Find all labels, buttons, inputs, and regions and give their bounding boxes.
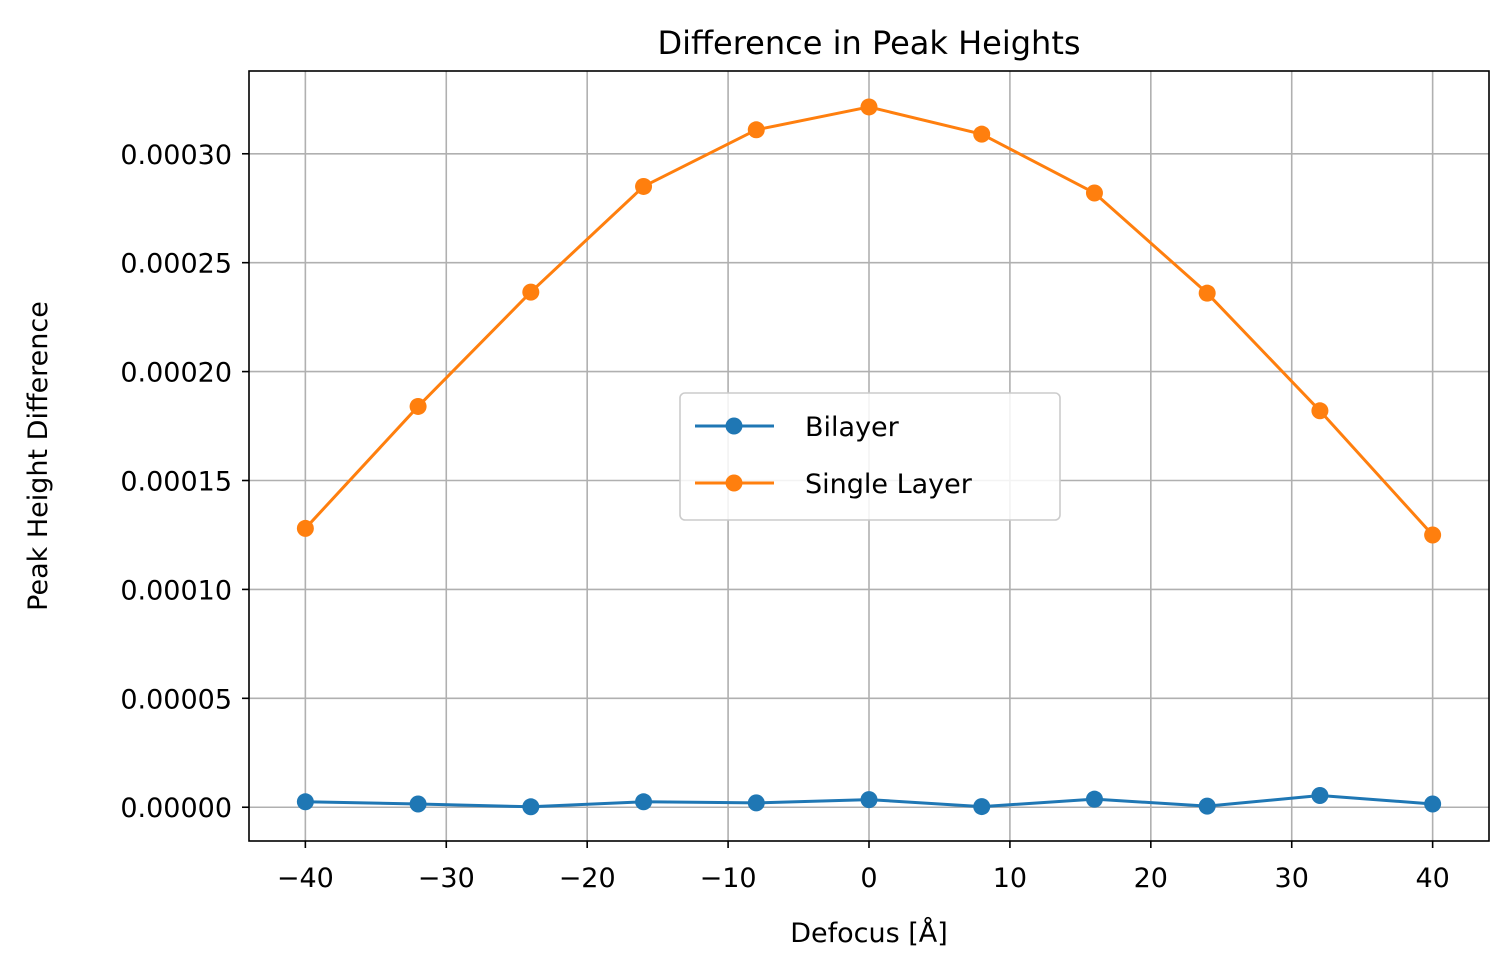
series-single-layer [296, 98, 1442, 544]
data-point-single-layer [1311, 402, 1329, 420]
y-tick-label: 0.00000 [120, 793, 232, 824]
legend-label-single-layer: Single Layer [805, 469, 973, 500]
data-point-bilayer [635, 793, 653, 811]
legend-box [679, 392, 1061, 521]
data-point-single-layer [1198, 284, 1216, 302]
chart-title: Difference in Peak Heights [657, 24, 1080, 62]
y-tick-label: 0.00005 [120, 684, 232, 715]
y-tick-label: 0.00025 [120, 249, 232, 280]
series-bilayer [296, 786, 1442, 816]
x-tick-label: 0 [860, 863, 877, 894]
data-point-bilayer [1311, 786, 1329, 804]
data-point-single-layer [973, 125, 991, 143]
data-point-bilayer [1198, 797, 1216, 815]
x-tick-label: −40 [277, 863, 334, 894]
data-point-single-layer [1085, 184, 1103, 202]
x-tick-label: −30 [418, 863, 475, 894]
y-tick-label: 0.00030 [120, 140, 232, 171]
x-tick-label: 20 [1134, 863, 1168, 894]
y-tick-label: 0.00010 [120, 575, 232, 606]
data-point-single-layer [522, 283, 540, 301]
y-axis-label: Peak Height Difference [23, 301, 54, 611]
legend-marker-bilayer [725, 417, 743, 435]
data-point-bilayer [973, 798, 991, 816]
data-point-single-layer [747, 121, 765, 139]
data-point-bilayer [747, 794, 765, 812]
legend-marker-single-layer [725, 474, 743, 492]
y-tick-label: 0.00020 [120, 358, 232, 389]
data-point-single-layer [409, 397, 427, 415]
data-point-single-layer [296, 519, 314, 537]
y-tick-label: 0.00015 [120, 467, 232, 498]
data-point-single-layer [635, 177, 653, 195]
data-point-bilayer [860, 791, 878, 809]
legend: Bilayer Single Layer [679, 392, 1061, 521]
data-point-bilayer [1424, 795, 1442, 813]
data-point-bilayer [409, 795, 427, 813]
plot-series [296, 98, 1442, 816]
legend-label-bilayer: Bilayer [805, 412, 900, 443]
data-point-single-layer [1424, 526, 1442, 544]
data-point-bilayer [1085, 790, 1103, 808]
axis-ticks: −40 −30 −20 −10 0 10 20 30 40 0.00000 0.00005 0.000… [120, 140, 1449, 894]
data-point-bilayer [522, 798, 540, 816]
data-point-single-layer [860, 98, 878, 116]
x-tick-label: −20 [559, 863, 616, 894]
x-tick-label: −10 [700, 863, 757, 894]
data-point-bilayer [296, 793, 314, 811]
x-tick-label: 10 [993, 863, 1027, 894]
x-tick-label: 30 [1275, 863, 1309, 894]
x-tick-label: 40 [1415, 863, 1449, 894]
x-axis-label: Defocus [Å] [790, 917, 948, 949]
